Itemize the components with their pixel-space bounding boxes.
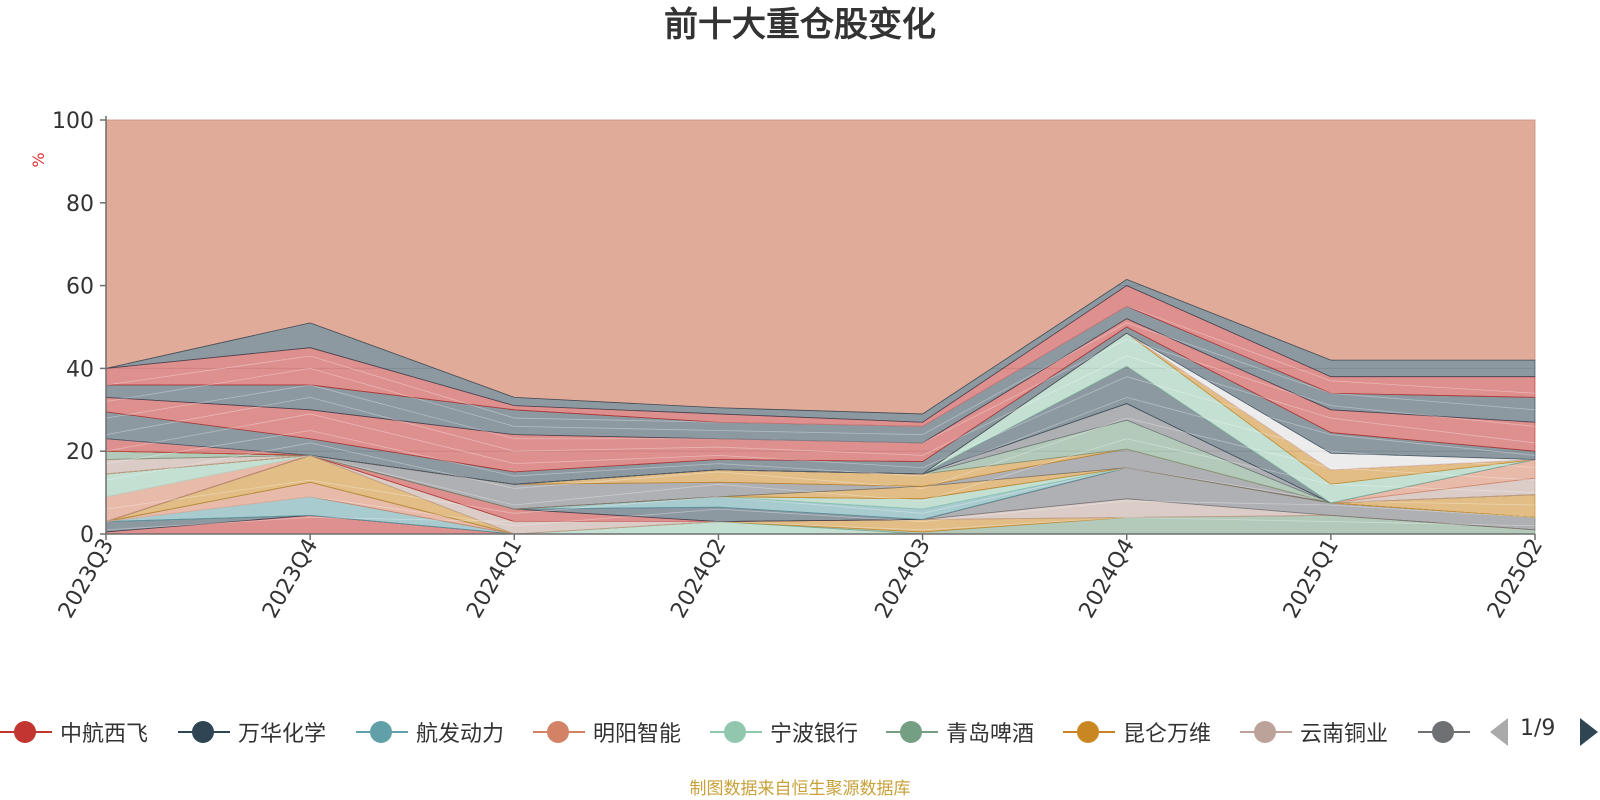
legend-circle-icon xyxy=(356,712,408,752)
x-tick-label: 2023Q4 xyxy=(258,535,323,623)
legend-circle-icon xyxy=(886,712,938,752)
legend-item[interactable]: 万华化学 xyxy=(178,712,326,752)
legend-circle-icon xyxy=(1418,712,1470,752)
legend-item[interactable]: 明阳智能 xyxy=(533,712,681,752)
legend-item[interactable]: 航发动力 xyxy=(356,712,504,752)
legend-item-label: 万华化学 xyxy=(238,722,327,747)
legend-pager: 1/9 xyxy=(1490,712,1600,752)
y-tick-label: 80 xyxy=(66,192,94,217)
y-tick-label: 100 xyxy=(52,109,94,134)
y-tick-label: 40 xyxy=(66,357,94,382)
legend-circle-icon xyxy=(0,712,52,752)
y-axis-unit-label: % xyxy=(29,152,48,167)
legend-items: 中航西飞 万华化学 航发动力 明阳智能 宁波银行 青岛啤酒 昆仑万维 云南铜业 中 xyxy=(0,712,1480,752)
legend-item-label: 中 xyxy=(1478,716,1480,748)
x-tick-label: 2025Q2 xyxy=(1483,535,1548,623)
legend-item[interactable]: 宁波银行 xyxy=(710,712,858,752)
boundary-line-11 xyxy=(105,305,1536,427)
boundary-line-6 xyxy=(105,396,1536,477)
legend-item[interactable]: 昆仑万维 xyxy=(1063,712,1211,752)
legend-next-arrow-icon[interactable] xyxy=(1580,718,1598,746)
legend-circle-icon xyxy=(533,712,585,752)
y-tick-label: 60 xyxy=(66,275,94,300)
legend-item-label: 昆仑万维 xyxy=(1123,722,1212,747)
x-tick-label: 2024Q1 xyxy=(462,535,527,623)
legend-item-label: 云南铜业 xyxy=(1300,722,1389,747)
boundary-line-3 xyxy=(105,467,1536,514)
legend-prev-arrow-icon[interactable] xyxy=(1490,718,1508,746)
chart-title: 前十大重仓股变化 xyxy=(664,5,936,45)
boundary-line-8 xyxy=(105,355,1536,456)
boundary-line-1 xyxy=(105,517,1536,531)
x-tick-label: 2025Q1 xyxy=(1279,535,1344,623)
x-tick-label: 2024Q4 xyxy=(1075,535,1140,623)
legend-item[interactable]: 中 xyxy=(1418,712,1480,752)
legend-circle-icon xyxy=(710,712,762,752)
legend-circle-icon xyxy=(1063,712,1115,752)
area-series-32[interactable] xyxy=(105,278,1536,423)
legend-circle-icon xyxy=(1240,712,1292,752)
y-tick-label: 0 xyxy=(80,523,94,548)
legend-circle-icon xyxy=(178,712,230,752)
x-tick-label: 2024Q2 xyxy=(666,535,731,623)
legend-item[interactable]: 青岛啤酒 xyxy=(886,712,1034,752)
boundary-line-5 xyxy=(105,417,1536,489)
legend-item[interactable]: 中航西飞 xyxy=(0,712,148,752)
legend-page-indicator: 1/9 xyxy=(1520,716,1556,741)
legend-item[interactable]: 云南铜业 xyxy=(1240,712,1388,752)
legend-item-label: 中航西飞 xyxy=(60,722,149,747)
boundary-line-10 xyxy=(105,322,1536,436)
boundary-line-2 xyxy=(105,496,1536,527)
x-tick-label: 2024Q3 xyxy=(870,535,935,623)
legend-item-label: 航发动力 xyxy=(416,722,505,747)
boundary-line-9 xyxy=(105,338,1536,444)
legend: 中航西飞 万华化学 航发动力 明阳智能 宁波银行 青岛啤酒 昆仑万维 云南铜业 中 xyxy=(0,712,1600,752)
boundary-line-4 xyxy=(105,438,1536,506)
data-source-note: 制图数据来自恒生聚源数据库 xyxy=(689,779,911,799)
legend-item-label: 青岛啤酒 xyxy=(946,722,1035,747)
legend-item-label: 明阳智能 xyxy=(593,722,682,747)
y-tick-label: 20 xyxy=(66,440,94,465)
area-series-layer[interactable] xyxy=(105,119,1536,535)
legend-item-label: 宁波银行 xyxy=(770,722,859,747)
series-boundary-lines xyxy=(105,305,1536,531)
boundary-line-7 xyxy=(105,376,1536,469)
